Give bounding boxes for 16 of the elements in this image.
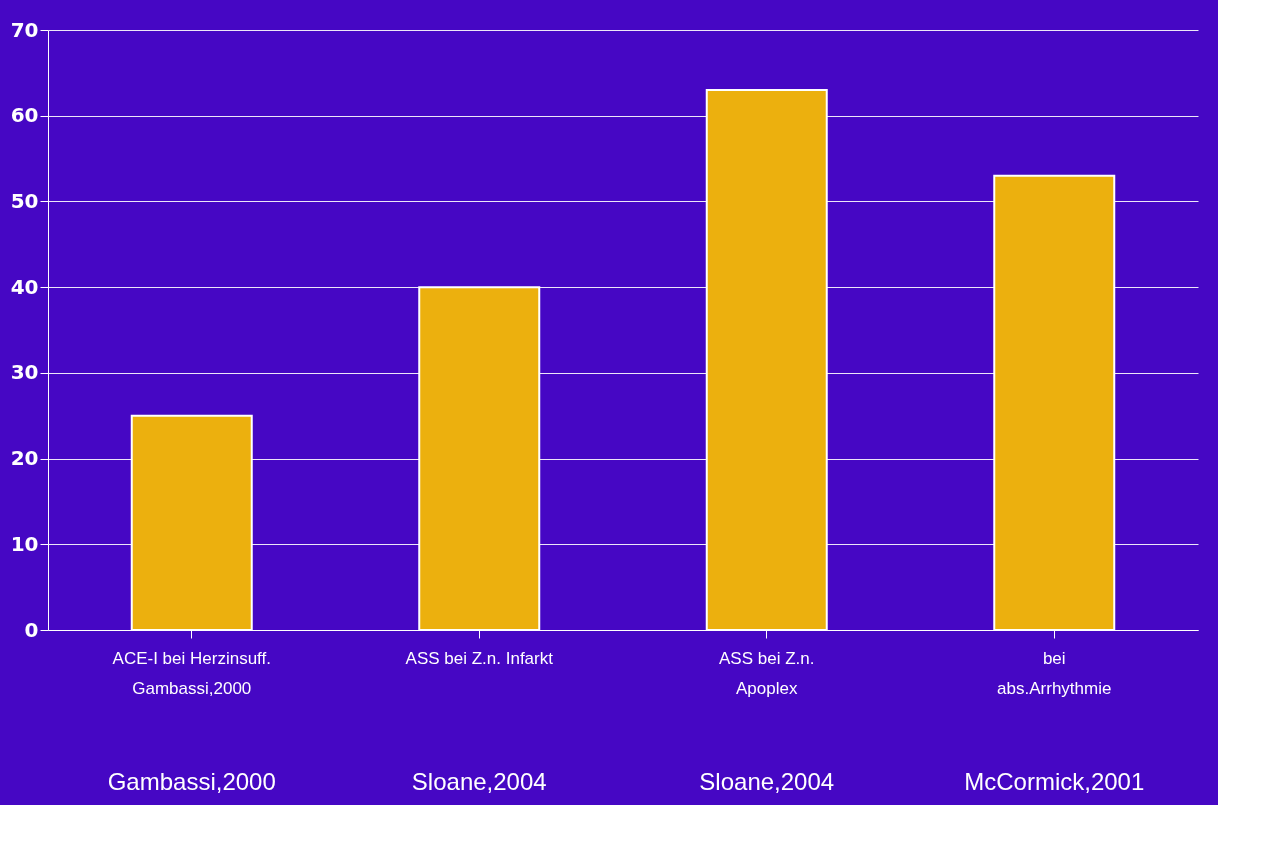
text: Sloane,2004 (699, 768, 835, 795)
y-tick-label: 30 (10, 360, 39, 385)
y-tick-label: 60 (10, 103, 39, 128)
y-tick-label: 10 (10, 531, 39, 556)
y-tick-label: 20 (10, 446, 39, 471)
text: Gambassi,2000 (107, 768, 276, 795)
y-tick-label: 0 (24, 617, 39, 642)
text: Sloane,2004 (411, 768, 547, 795)
x-tick-label: ASS bei Z.n. Apoplex (719, 648, 815, 698)
y-tick-label: 70 (10, 17, 39, 42)
text: McCormick,2001 (964, 768, 1145, 795)
x-tick-label: ASS bei Z.n. Infarkt (405, 648, 554, 668)
x-tick-label: ACE-I bei Herzinsuff. Gambassi,2000 (112, 648, 271, 698)
y-tick-label: 50 (10, 188, 39, 213)
x-tick-label: bei abs.Arrhythmie (997, 648, 1112, 698)
y-tick-label: 40 (10, 274, 39, 299)
